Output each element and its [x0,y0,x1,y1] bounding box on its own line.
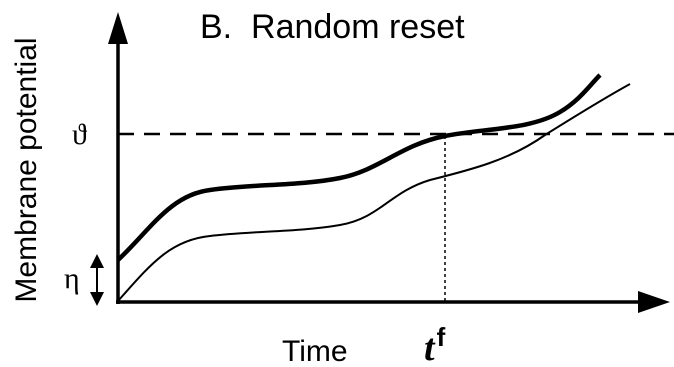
diagram-title: B. Random reset [200,8,465,46]
reset-noise-arrow-top [90,254,104,268]
y-axis-label: Membrane potential [10,37,43,302]
reset-noise-label: η [64,262,80,295]
membrane-trajectory-thin [117,83,631,302]
firing-time-label: tf [424,322,446,367]
firing-time-superscript: f [437,322,446,352]
firing-time-base: t [424,327,436,367]
y-axis-arrowhead [108,12,128,44]
membrane-trajectory-thick [116,73,602,262]
reset-noise-arrow-bottom [90,292,104,306]
threshold-label: ϑ [72,118,87,151]
x-axis-arrowhead [638,291,670,313]
x-axis-label: Time [282,335,348,367]
